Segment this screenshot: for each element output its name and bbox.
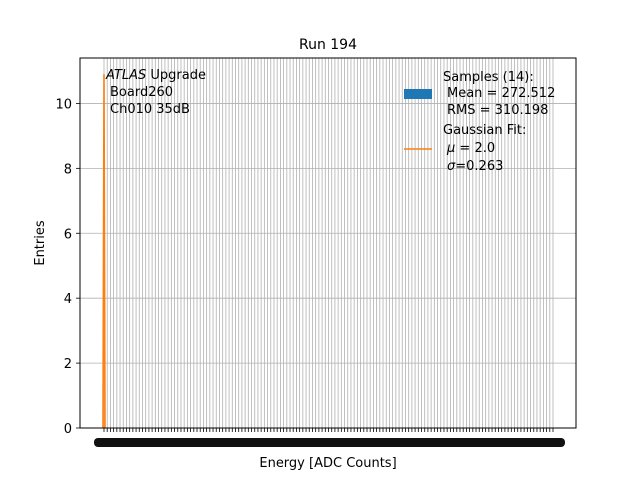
series-layer bbox=[102, 74, 106, 429]
annotation-channel: Ch010 35dB bbox=[110, 102, 190, 117]
y-tick-label: 10 bbox=[55, 97, 72, 112]
annotation-atlas: ATLAS bbox=[105, 68, 146, 83]
grid bbox=[80, 58, 576, 429]
detector-annotation: ATLAS Upgrade Board260 Ch010 35dB bbox=[105, 68, 206, 117]
gaussian-fit-line bbox=[102, 74, 106, 429]
y-tick-label: 4 bbox=[64, 292, 72, 307]
x-axis-ticks bbox=[94, 428, 565, 447]
y-tick-label: 8 bbox=[64, 162, 72, 177]
svg-text:σ=0.263: σ=0.263 bbox=[447, 159, 503, 174]
legend-samples-title: Samples (14): bbox=[443, 70, 534, 85]
y-axis-label: Entries bbox=[33, 220, 48, 266]
y-tick-label: 0 bbox=[64, 422, 72, 437]
legend-fit-sigma-value: =0.263 bbox=[455, 159, 503, 174]
x-axis-label: Energy [ADC Counts] bbox=[259, 456, 396, 471]
legend-samples-swatch bbox=[404, 89, 432, 99]
x-tick-labels-overlap bbox=[94, 438, 565, 447]
svg-text:ATLAS Upgrade: ATLAS Upgrade bbox=[105, 68, 206, 83]
legend-samples-rms: RMS = 310.198 bbox=[447, 103, 548, 118]
legend-fit-mu-symbol: μ bbox=[446, 141, 455, 156]
svg-text:μ = 2.0: μ = 2.0 bbox=[446, 141, 495, 156]
legend-fit-title: Gaussian Fit: bbox=[443, 123, 526, 138]
annotation-board: Board260 bbox=[110, 85, 173, 100]
y-tick-label: 6 bbox=[64, 227, 72, 242]
legend: Samples (14): Mean = 272.512 RMS = 310.1… bbox=[404, 70, 555, 174]
legend-fit-mu-value: = 2.0 bbox=[455, 141, 495, 156]
chart-title: Run 194 bbox=[299, 37, 357, 53]
y-axis-ticks: 0 2 4 6 8 10 bbox=[55, 97, 80, 437]
y-tick-label: 2 bbox=[64, 357, 72, 372]
legend-samples-mean: Mean = 272.512 bbox=[447, 86, 555, 101]
legend-fit-sigma-symbol: σ bbox=[447, 159, 456, 174]
plot-frame bbox=[79, 57, 577, 429]
annotation-upgrade: Upgrade bbox=[146, 68, 206, 83]
